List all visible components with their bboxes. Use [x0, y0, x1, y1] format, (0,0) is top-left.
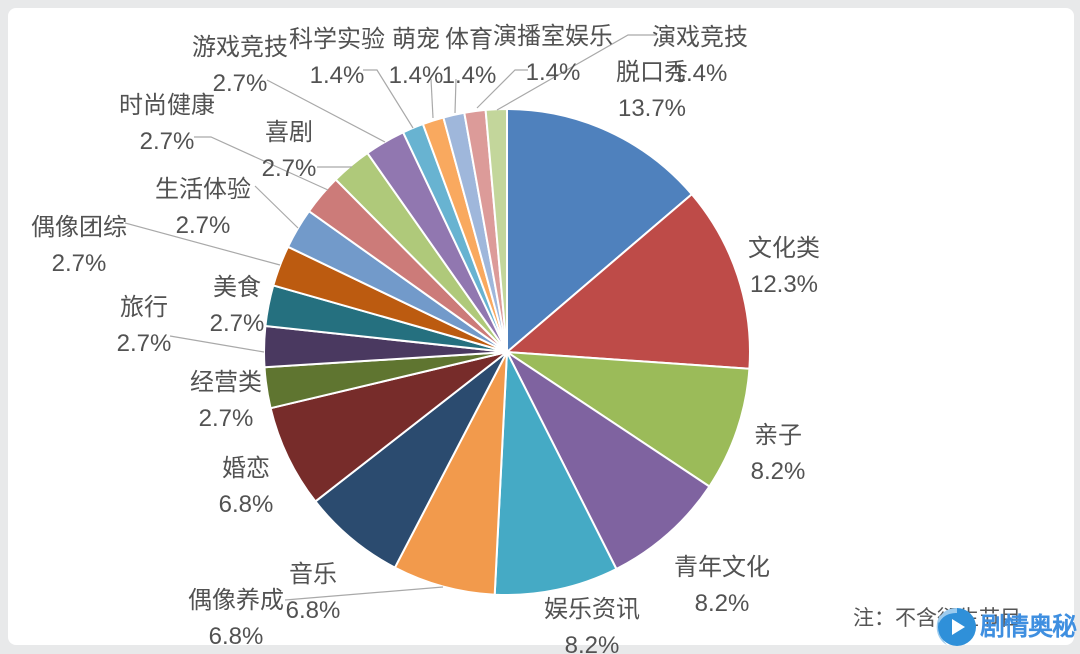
pie-label-2: 亲子 8.2% [751, 418, 806, 490]
pie-slice-2 [506, 351, 751, 488]
pie-label-20: 演戏竞技 1.4% [652, 20, 748, 92]
label-percent: 13.7% [617, 95, 687, 122]
label-category-name: 青年文化 [674, 554, 770, 581]
pie-label-17: 萌宠 1.4% [389, 22, 444, 94]
leader-line-20 [496, 34, 657, 111]
label-percent: 8.2% [564, 632, 620, 654]
pie-slice-7 [269, 351, 508, 503]
pie-label-19: 演播室娱乐 1.4% [493, 19, 613, 91]
pie-slice-5 [393, 351, 508, 596]
label-percent: 2.7% [209, 310, 265, 337]
label-category-name: 演戏竞技 [652, 24, 748, 51]
pie-label-18: 体育 1.4% [442, 22, 497, 94]
pie-label-10: 美食 2.7% [210, 270, 265, 342]
label-percent: 6.8% [208, 623, 264, 650]
pie-label-8: 经营类 2.7% [190, 365, 262, 437]
leader-line-5 [284, 586, 444, 601]
label-percent: 8.2% [694, 590, 750, 617]
label-category-name: 美食 [212, 274, 261, 301]
pie-label-9: 旅行 2.7% [117, 290, 172, 362]
label-percent: 12.3% [749, 271, 819, 298]
label-category-name: 娱乐资讯 [544, 596, 640, 623]
label-percent: 2.7% [261, 155, 317, 182]
pie-label-5: 偶像养成 6.8% [188, 583, 284, 654]
leader-line-15 [266, 79, 386, 143]
pie-label-12: 生活体验 2.7% [155, 172, 251, 244]
pie-label-6: 音乐 6.8% [286, 557, 341, 629]
label-category-name: 科学实验 [289, 26, 385, 53]
pie-label-15: 游戏竞技 2.7% [192, 30, 288, 102]
footnote-text: 注：不含衍生节目 [853, 607, 1021, 630]
watermark: 剧情奥秘 [930, 601, 1077, 649]
pie-slice-6 [314, 351, 508, 569]
label-category-name: 时尚健康 [119, 92, 215, 119]
pie-slice-3 [506, 351, 711, 570]
watermark-play-logo-icon [936, 608, 976, 646]
pie-label-0: 脱口秀 13.7% [616, 55, 688, 127]
pie-label-16: 科学实验 1.4% [289, 22, 385, 94]
label-percent: 6.8% [218, 491, 274, 518]
pie-label-4: 娱乐资讯 8.2% [544, 592, 640, 654]
leader-line-13 [194, 136, 329, 191]
label-category-name: 萌宠 [391, 26, 440, 53]
label-percent: 2.7% [175, 212, 231, 239]
leader-line-16 [363, 69, 414, 129]
label-category-name: 演播室娱乐 [493, 23, 613, 50]
pie-label-3: 青年文化 8.2% [674, 550, 770, 622]
label-category-name: 音乐 [288, 561, 337, 588]
pie-label-7: 婚恋 6.8% [219, 451, 274, 523]
label-category-name: 偶像团综 [31, 214, 127, 241]
label-percent: 2.7% [51, 250, 107, 277]
pie-slice-20 [484, 107, 508, 353]
label-percent: 1.4% [672, 60, 728, 87]
label-percent: 1.4% [525, 59, 581, 86]
label-category-name: 偶像养成 [188, 587, 284, 614]
pie-label-11: 偶像团综 2.7% [31, 210, 127, 282]
label-percent: 1.4% [441, 62, 497, 89]
label-percent: 2.7% [139, 128, 195, 155]
pie-label-13: 时尚健康 2.7% [119, 88, 215, 160]
label-percent: 2.7% [116, 330, 172, 357]
label-percent: 2.7% [198, 405, 254, 432]
label-category-name: 游戏竞技 [192, 34, 288, 61]
leader-line-18 [454, 78, 457, 114]
pie-slice-0 [506, 108, 693, 353]
label-category-name: 生活体验 [155, 176, 251, 203]
watermark-text: 剧情奥秘 [980, 613, 1077, 641]
label-percent: 6.8% [285, 597, 341, 624]
pie-slice-1 [506, 193, 751, 370]
label-percent: 8.2% [750, 458, 806, 485]
leader-line-19 [476, 69, 528, 109]
label-category-name: 体育 [444, 26, 493, 53]
leader-line-12 [254, 185, 299, 229]
label-category-name: 喜剧 [264, 119, 313, 146]
leader-line-9 [169, 335, 265, 353]
pie-label-14: 喜剧 2.7% [262, 115, 317, 187]
label-percent: 1.4% [309, 62, 365, 89]
label-category-name: 经营类 [190, 369, 262, 396]
leader-line-17 [430, 78, 434, 119]
pie-slice-4 [493, 351, 618, 597]
label-percent: 1.4% [388, 62, 444, 89]
label-category-name: 脱口秀 [616, 59, 688, 86]
label-category-name: 旅行 [119, 294, 168, 321]
leader-line-11 [124, 222, 281, 266]
label-category-name: 婚恋 [221, 455, 270, 482]
pie-label-1: 文化类 12.3% [748, 231, 820, 303]
label-category-name: 亲子 [753, 422, 802, 449]
label-category-name: 文化类 [748, 235, 820, 262]
label-percent: 2.7% [212, 70, 268, 97]
